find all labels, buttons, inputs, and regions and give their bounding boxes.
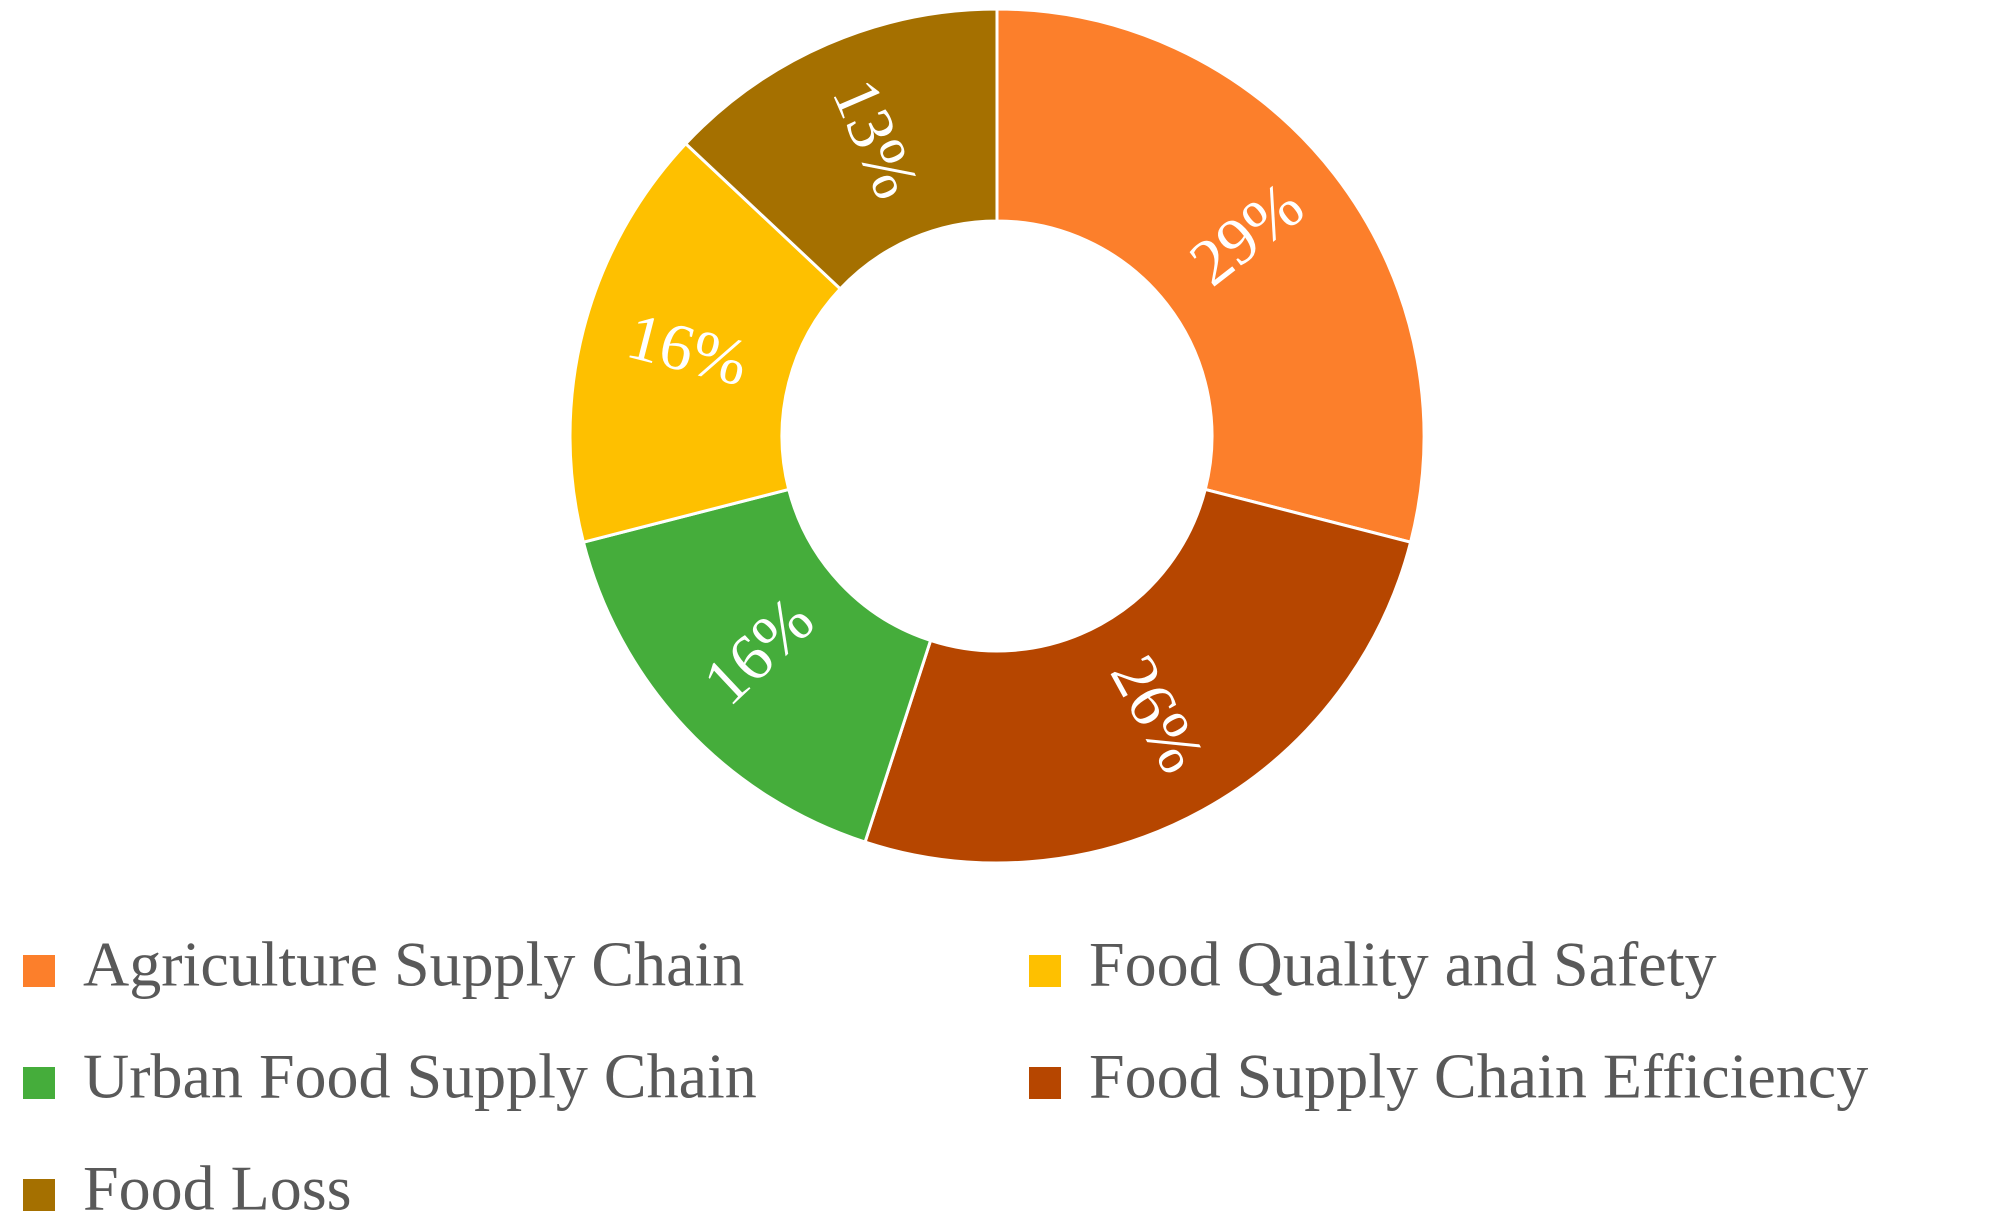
legend-swatch [23, 1179, 55, 1211]
legend-swatch [23, 1067, 55, 1099]
legend-label: Food Supply Chain Efficiency [1089, 1041, 1868, 1112]
donut-slice [863, 487, 1413, 865]
legend-label: Agriculture Supply Chain [83, 929, 744, 1000]
donut-slice [568, 141, 843, 545]
donut-slice [995, 7, 1426, 545]
legend-swatch [1029, 1067, 1061, 1099]
legend-label: Food Quality and Safety [1089, 929, 1716, 1000]
donut-slice [581, 487, 933, 844]
legend-label: Urban Food Supply Chain [83, 1041, 757, 1112]
legend-swatch [23, 955, 55, 987]
donut-slice [683, 7, 999, 291]
legend-label: Food Loss [83, 1153, 352, 1224]
legend-swatch [1029, 955, 1061, 987]
